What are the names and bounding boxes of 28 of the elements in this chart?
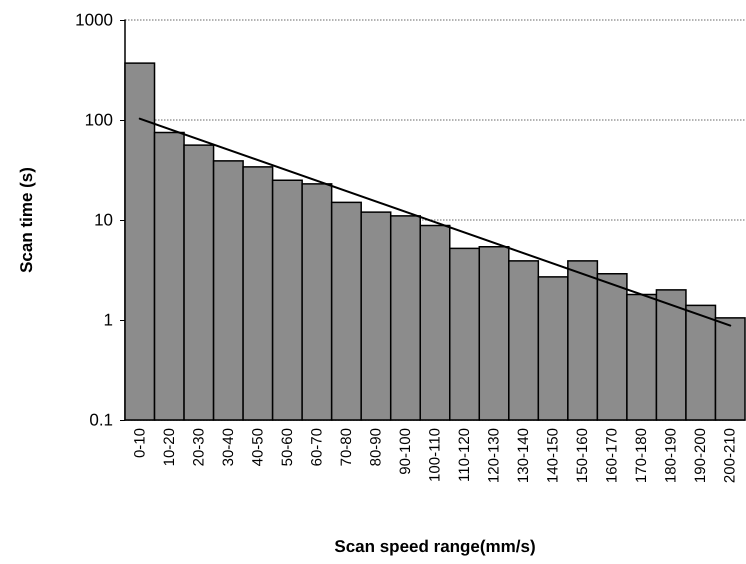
x-tick-label: 50-60 — [278, 428, 296, 466]
x-tick-label: 110-120 — [456, 428, 474, 482]
x-tick-label: 20-30 — [190, 428, 208, 466]
x-tick-label: 40-50 — [249, 428, 266, 466]
y-axis-title: Scan time (s) — [17, 167, 36, 273]
x-tick-label: 160-170 — [604, 428, 621, 484]
x-tick-label: 170-180 — [633, 428, 650, 484]
y-tick-label: 10 — [94, 210, 113, 230]
y-tick-label: 0.1 — [89, 410, 113, 430]
x-tick-label: 30-40 — [220, 428, 237, 466]
x-tick-label: 180-190 — [662, 428, 680, 484]
x-tick-label: 0-10 — [131, 428, 148, 458]
x-tick-label: 70-80 — [338, 428, 355, 466]
y-tick-label: 100 — [84, 110, 113, 130]
x-tick-label: 140-150 — [544, 428, 562, 484]
x-tick-label: 60-70 — [308, 428, 326, 466]
x-tick-label: 80-90 — [367, 428, 384, 466]
x-tick-label: 10-20 — [160, 428, 178, 466]
x-tick-label: 190-200 — [692, 428, 710, 484]
x-tick-label: 200-210 — [722, 428, 739, 484]
y-tick-label: 1 — [104, 310, 113, 330]
y-tick-label: 1000 — [75, 10, 113, 30]
x-tick-label: 90-100 — [396, 428, 414, 475]
x-tick-label: 120-130 — [486, 428, 503, 484]
x-tick-label: 130-140 — [515, 428, 532, 484]
x-axis-title: Scan speed range(mm/s) — [334, 537, 536, 556]
x-tick-label: 150-160 — [574, 428, 592, 484]
x-tick-label: 100-110 — [426, 428, 444, 482]
